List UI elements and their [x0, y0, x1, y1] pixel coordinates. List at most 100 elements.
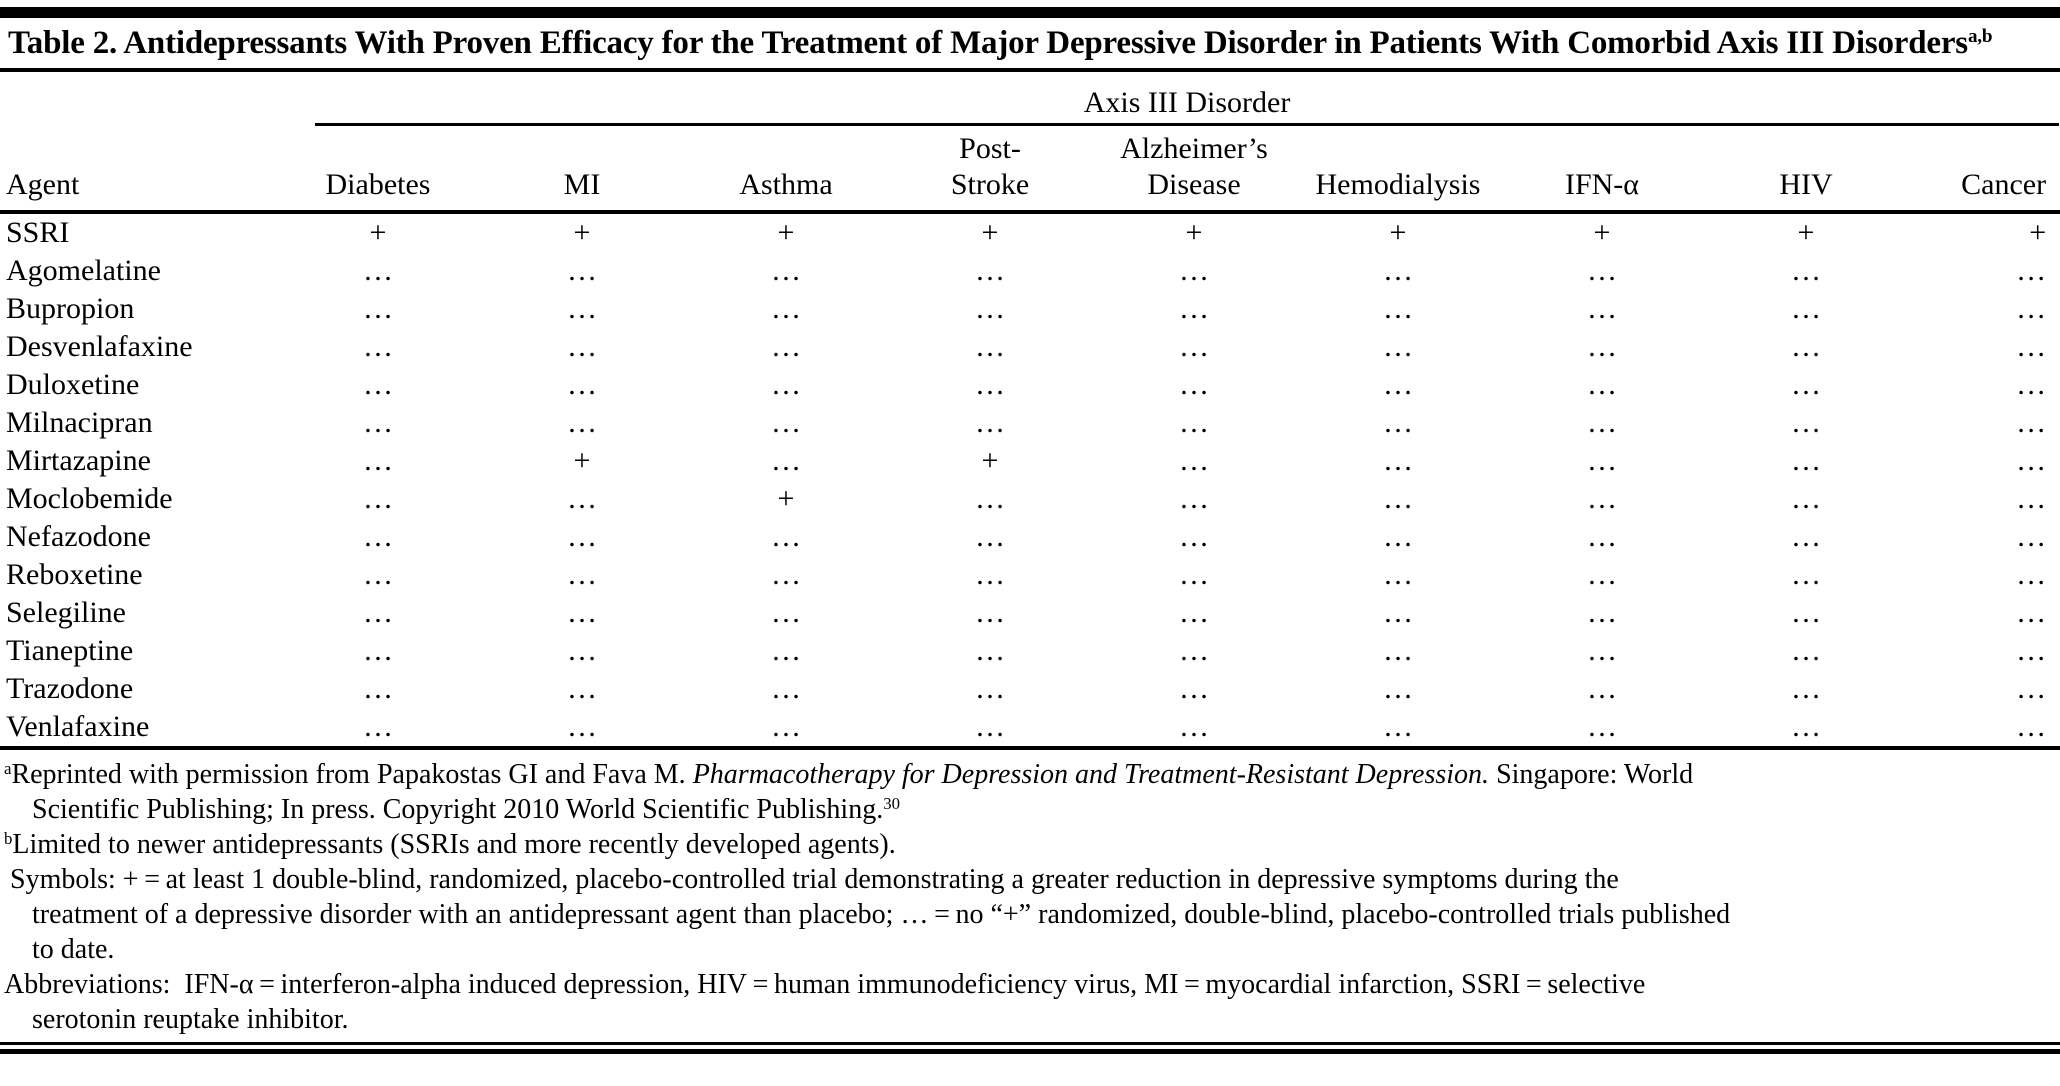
- footnote-line: Scientific Publishing; In press. Copyrig…: [4, 792, 2056, 827]
- value-cell: …: [1383, 444, 1413, 477]
- value-cell: …: [771, 406, 801, 439]
- column-header-hiv: HIV: [1704, 127, 1908, 214]
- header-row: Agent Diabetes MI Asthma Post- Stroke Alzheime…: [0, 127, 2060, 214]
- value-cell: +: [1593, 216, 1611, 249]
- value-cell: +: [981, 216, 999, 249]
- agent-cell: Mirtazapine: [6, 444, 151, 477]
- agent-cell: Bupropion: [6, 292, 135, 325]
- footnote-text: treatment of a depressive disorder with …: [32, 899, 1731, 930]
- value-cell: …: [1092, 708, 1296, 750]
- table-row: Venlafaxine………………………: [0, 708, 2060, 750]
- value-cell: …: [771, 672, 801, 705]
- title-rule: [0, 68, 2060, 72]
- value-cell: +: [573, 216, 591, 249]
- table-row: SSRI + + + + + + + + +: [0, 212, 2060, 252]
- value-cell: …: [771, 368, 801, 401]
- table-title: Table 2. Antidepressants With Proven Eff…: [0, 18, 2060, 68]
- value-cell: …: [2016, 292, 2047, 325]
- value-cell: +: [573, 444, 591, 477]
- value-cell: …: [1179, 520, 1209, 553]
- table-row: Moclobemide…… +………………: [0, 480, 2060, 518]
- value-cell: …: [975, 330, 1005, 363]
- value-cell: …: [363, 444, 393, 477]
- value-cell: …: [771, 254, 801, 287]
- value-cell: …: [1791, 330, 1821, 363]
- value-cell: …: [363, 672, 393, 705]
- value-cell: …: [567, 330, 597, 363]
- value-cell: …: [1587, 596, 1617, 629]
- value-cell: …: [2016, 558, 2047, 591]
- value-cell: …: [1383, 482, 1413, 515]
- table-row: Mirtazapine… +… +……………: [0, 442, 2060, 480]
- agent-cell: Nefazodone: [6, 520, 151, 553]
- value-cell: …: [1791, 596, 1821, 629]
- footnote-text: Scientific Publishing; In press. Copyrig…: [32, 794, 884, 825]
- value-cell: …: [567, 292, 597, 325]
- value-cell: …: [1791, 482, 1821, 515]
- column-header-diabetes: Diabetes: [276, 127, 480, 214]
- footnote-text: Limited to newer antidepressants (SSRIs …: [12, 829, 896, 860]
- table-row: Tianeptine………………………: [0, 632, 2060, 670]
- table-row: Duloxetine………………………: [0, 366, 2060, 404]
- paper-table-figure: Table 2. Antidepressants With Proven Eff…: [0, 7, 2060, 1054]
- value-cell: …: [975, 672, 1005, 705]
- value-cell: …: [1587, 368, 1617, 401]
- table-row: Reboxetine………………………: [0, 556, 2060, 594]
- footnote-text: Singapore: World: [1489, 759, 1694, 790]
- footnote-line: Symbols: + = at least 1 double-blind, ra…: [4, 862, 2056, 897]
- value-cell: …: [1704, 708, 1908, 750]
- footnote-text: Reprinted with permission from Papakosta…: [11, 759, 693, 790]
- value-cell: …: [1383, 520, 1413, 553]
- value-cell: …: [363, 254, 393, 287]
- agent-cell: Selegiline: [6, 596, 126, 629]
- value-cell: …: [1791, 634, 1821, 667]
- footnote-line: treatment of a depressive disorder with …: [4, 897, 2056, 932]
- value-cell: …: [276, 708, 480, 750]
- value-cell: …: [1791, 292, 1821, 325]
- value-cell: …: [1179, 330, 1209, 363]
- value-cell: …: [771, 558, 801, 591]
- agent-cell: Trazodone: [6, 672, 134, 705]
- agent-cell: Duloxetine: [6, 368, 140, 401]
- footnote-text: Symbols: + = at least 1 double-blind, ra…: [10, 864, 1619, 895]
- value-cell: …: [888, 708, 1092, 750]
- efficacy-table: Axis III Disorder Agent Diabetes MI Asthma Po…: [0, 72, 2060, 750]
- column-header-alzheimer-s: Alzheimer’s Disease: [1092, 127, 1296, 214]
- agent-cell: Milnacipran: [6, 406, 153, 439]
- axis-iii-spanner-cell: Axis III Disorder: [276, 72, 2060, 127]
- value-cell: …: [771, 330, 801, 363]
- table-row: Bupropion………………………: [0, 290, 2060, 328]
- value-cell: …: [1179, 292, 1209, 325]
- value-cell: …: [363, 596, 393, 629]
- value-cell: …: [1179, 406, 1209, 439]
- value-cell: …: [1500, 708, 1704, 750]
- value-cell: …: [1587, 406, 1617, 439]
- value-cell: …: [2016, 444, 2047, 477]
- value-cell: …: [363, 292, 393, 325]
- value-cell: …: [1383, 406, 1413, 439]
- value-cell: +: [369, 216, 387, 249]
- value-cell: …: [975, 634, 1005, 667]
- value-cell: …: [363, 406, 393, 439]
- value-cell: …: [1791, 672, 1821, 705]
- agent-cell: Agomelatine: [6, 254, 161, 287]
- value-cell: …: [1383, 558, 1413, 591]
- value-cell: …: [1791, 368, 1821, 401]
- value-cell: …: [684, 708, 888, 750]
- table-row: Nefazodone………………………: [0, 518, 2060, 556]
- value-cell: …: [771, 596, 801, 629]
- table-row: Selegiline………………………: [0, 594, 2060, 632]
- value-cell: …: [1587, 558, 1617, 591]
- value-cell: …: [1383, 330, 1413, 363]
- footnote-superscript: 30: [883, 794, 900, 814]
- value-cell: …: [1383, 368, 1413, 401]
- value-cell: …: [975, 406, 1005, 439]
- footnote-line: serotonin reuptake inhibitor.: [4, 1002, 2056, 1037]
- table-title-text: Table 2. Antidepressants With Proven Eff…: [8, 25, 1968, 61]
- footnote-line: aReprinted with permission from Papakost…: [4, 757, 2056, 792]
- value-cell: …: [1179, 634, 1209, 667]
- value-cell: …: [1791, 444, 1821, 477]
- value-cell: +: [1389, 216, 1407, 249]
- value-cell: …: [1179, 558, 1209, 591]
- value-cell: +: [777, 482, 795, 515]
